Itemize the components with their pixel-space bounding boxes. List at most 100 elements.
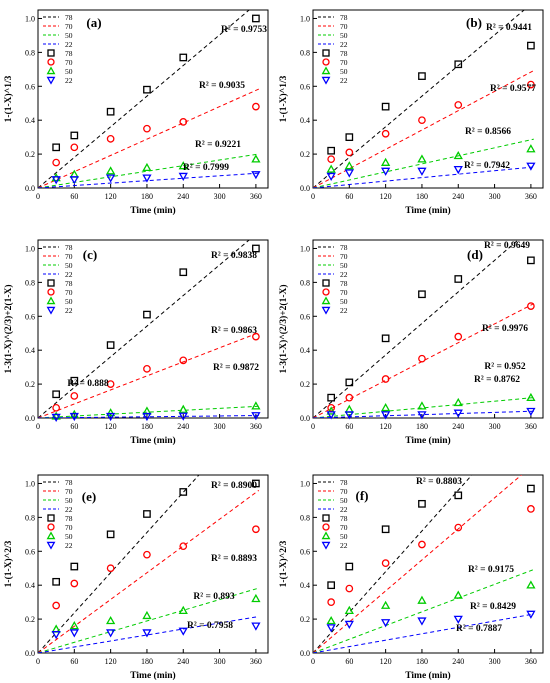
legend-marker-label-78: 78 (65, 514, 73, 523)
x-tick-label: 180 (141, 657, 153, 666)
chart-panel-b: 0 60 120 180 240 300 360 0.0 0.2 0.4 0.6 0.8 1.0 Time… (278, 9, 544, 216)
legend-marker-78 (47, 279, 55, 287)
data-point-50 (251, 593, 261, 603)
r2-annotation-70: R² = 0.9863 (211, 326, 257, 336)
data-point-50 (251, 401, 261, 410)
data-point-70 (106, 134, 115, 143)
x-axis-label: Time (min) (130, 670, 175, 681)
y-tick-label: 0.2 (300, 615, 310, 624)
data-point-78 (179, 488, 188, 496)
legend-marker-78 (322, 49, 330, 57)
legend-marker-78 (47, 49, 55, 57)
x-tick-label: 240 (452, 422, 464, 431)
data-point-22 (417, 617, 427, 626)
data-point-70 (381, 559, 390, 568)
y-tick-label: 0.6 (25, 547, 35, 556)
y-tick-label: 1.0 (300, 479, 310, 488)
data-point-50 (69, 621, 79, 630)
data-point-22 (526, 407, 536, 417)
data-point-70 (345, 393, 354, 402)
chart-panel-c: 0 60 120 180 240 300 360 0.0 0.2 0.4 0.6 0.8 1.0 Time… (3, 239, 269, 446)
plot-frame (37, 239, 269, 419)
data-point-22 (178, 412, 188, 421)
data-point-50 (142, 162, 152, 172)
x-tick-label: 240 (177, 422, 189, 431)
legend-line-label-50: 50 (65, 31, 73, 40)
legend-marker-label-70: 70 (65, 58, 73, 67)
r2-annotation-22: R² = 0.7958 (187, 621, 233, 631)
r2-annotation-70: R² = 0.8893 (211, 554, 257, 564)
y-tick-label: 1.0 (25, 479, 35, 488)
y-tick-label: 0.8 (300, 48, 310, 57)
data-point-22 (526, 610, 536, 619)
legend-line-label-50: 50 (65, 261, 73, 270)
data-point-22 (380, 411, 391, 420)
legend-line-label-50: 50 (340, 261, 348, 270)
x-tick-label: 180 (141, 422, 153, 431)
data-point-22 (51, 176, 61, 185)
x-tick-label: 300 (489, 192, 501, 201)
legend-marker-label-50: 50 (340, 297, 348, 306)
data-point-22 (417, 167, 427, 176)
legend-marker-70 (47, 523, 55, 531)
x-tick-label: 120 (380, 657, 392, 666)
r2-annotation-50: R² = 0.893 (193, 592, 234, 602)
fit-line-50 (38, 405, 259, 418)
legend-marker-50 (46, 296, 56, 305)
r2-annotation-78: R² = 0.8900 (211, 481, 257, 491)
legend-line-label-78: 78 (65, 478, 73, 487)
data-point-70 (252, 525, 260, 534)
data-point-22 (344, 411, 354, 420)
panel-label: (c) (83, 247, 97, 262)
data-point-78 (454, 491, 463, 500)
legend-marker-22 (46, 541, 56, 550)
data-point-78 (252, 479, 260, 488)
legend-line-label-70: 70 (65, 252, 73, 261)
legend-marker-50 (321, 531, 331, 540)
x-tick-label: 300 (214, 657, 226, 666)
fit-line-50 (313, 569, 534, 653)
data-point-50 (142, 610, 152, 620)
legend-marker-label-50: 50 (65, 67, 73, 76)
data-point-70 (179, 542, 188, 551)
data-point-78 (179, 268, 188, 277)
y-tick-label: 0.8 (25, 278, 35, 287)
data-point-78 (454, 60, 463, 69)
r2-annotation-78: R² = 0.9838 (211, 251, 257, 261)
data-point-78 (345, 133, 354, 141)
legend-marker-78 (322, 514, 330, 522)
r2-annotation-50: R² = 0.8429 (470, 602, 516, 612)
r2-annotation-50: R² = 0.9221 (195, 140, 241, 150)
r2-annotation-70: R² = 0.9976 (482, 324, 528, 334)
legend-line-label-22: 22 (65, 270, 73, 279)
chart-panel-e: 0 60 120 180 240 300 360 0.0 0.2 0.4 0.6 0.8 1.0 Time… (3, 474, 269, 681)
legend-line-label-50: 50 (340, 31, 348, 40)
r2-annotation-50: R² = 0.952 (484, 362, 525, 372)
data-point-70 (345, 584, 354, 593)
legend-marker-70 (322, 288, 330, 296)
r2-annotation-78: R² = 0.8803 (416, 477, 462, 487)
y-tick-label: 0.0 (300, 414, 310, 423)
fit-line-22 (313, 166, 534, 188)
data-point-22 (69, 412, 79, 422)
y-tick-label: 0.4 (300, 116, 310, 125)
legend-marker-50 (321, 66, 331, 75)
x-axis-label: Time (min) (130, 435, 175, 446)
x-tick-label: 180 (416, 422, 428, 431)
data-point-22 (380, 167, 391, 176)
x-tick-label: 120 (105, 422, 117, 431)
chart-panel-f: 0 60 120 180 240 300 360 0.0 0.2 0.4 0.6 0.8 1.0 Time… (278, 474, 544, 681)
data-point-50 (51, 411, 61, 420)
r2-annotation-50: R² = 0.8566 (465, 127, 511, 137)
legend-line-label-22: 22 (65, 40, 73, 49)
data-point-50 (326, 615, 336, 625)
data-point-70 (179, 356, 188, 365)
data-point-22 (326, 411, 336, 420)
legend-marker-label-78: 78 (340, 49, 348, 58)
data-point-70 (52, 158, 61, 167)
x-tick-label: 300 (489, 657, 501, 666)
data-point-50 (526, 144, 536, 153)
legend-marker-label-22: 22 (65, 76, 73, 85)
data-point-70 (52, 403, 61, 412)
data-point-70 (454, 332, 463, 341)
